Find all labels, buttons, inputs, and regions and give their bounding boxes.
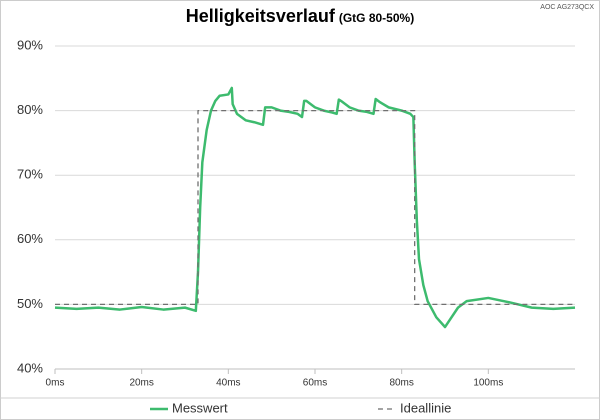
y-tick-label: 70%	[17, 167, 43, 182]
y-tick-label: 50%	[17, 296, 43, 311]
legend-label: Ideallinie	[400, 400, 451, 415]
watermark: AOC AG273QCX	[540, 4, 594, 11]
legend-label: Messwert	[172, 400, 228, 415]
x-tick-label: 80ms	[389, 378, 413, 389]
chart-subtitle: (GtG 80-50%)	[339, 11, 414, 25]
x-tick-label: 40ms	[216, 378, 240, 389]
y-tick-label: 40%	[17, 360, 43, 375]
x-tick-label: 0ms	[46, 378, 65, 389]
x-tick-label: 20ms	[129, 378, 153, 389]
y-tick-label: 90%	[17, 37, 43, 52]
x-tick-label: 100ms	[473, 378, 503, 389]
series-line	[55, 109, 575, 306]
x-tick-label: 60ms	[303, 378, 327, 389]
y-tick-label: 60%	[17, 231, 43, 246]
series-line	[54, 86, 576, 329]
y-tick-label: 80%	[17, 102, 43, 117]
chart-title: Helligkeitsverlauf	[186, 6, 336, 26]
